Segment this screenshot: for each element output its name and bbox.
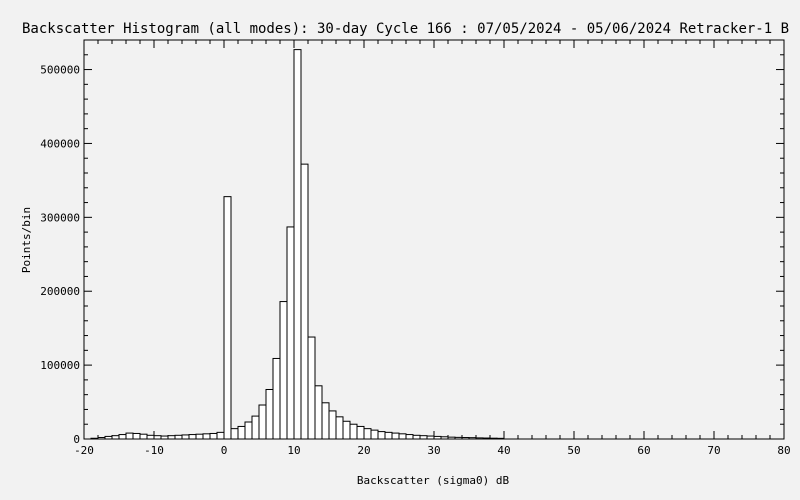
- histogram-bar: [125, 432, 134, 440]
- y-tick-label: 100000: [40, 359, 80, 372]
- histogram-bar: [300, 163, 309, 440]
- histogram-bar: [279, 301, 288, 440]
- bars-group: [90, 49, 505, 440]
- histogram-bar: [398, 433, 407, 440]
- x-tick-label: 80: [777, 444, 790, 457]
- histogram-bar: [258, 404, 267, 440]
- x-tick-label: 40: [497, 444, 510, 457]
- histogram-bar: [153, 435, 162, 440]
- histogram-bar: [118, 434, 127, 440]
- histogram-bar: [202, 433, 211, 440]
- histogram-bar: [433, 435, 442, 440]
- histogram-bar: [216, 431, 225, 440]
- histogram-bar: [272, 357, 281, 440]
- histogram-bar: [181, 434, 190, 440]
- histogram-bar: [146, 434, 155, 440]
- x-tick-label: 30: [427, 444, 440, 457]
- histogram-bar: [132, 432, 141, 440]
- histogram-bar: [335, 416, 344, 440]
- histogram-bar: [167, 435, 176, 440]
- histogram-bar: [97, 437, 106, 440]
- histogram-bar: [139, 433, 148, 440]
- histogram-bar: [468, 437, 477, 440]
- histogram-bar: [251, 415, 260, 440]
- histogram-bar: [160, 435, 169, 440]
- x-axis-label: Backscatter (sigma0) dB: [357, 474, 510, 487]
- histogram-bar: [405, 434, 414, 440]
- x-tick-label: 20: [357, 444, 370, 457]
- histogram-bar: [461, 437, 470, 440]
- histogram-bar: [314, 385, 323, 440]
- histogram-bar: [195, 433, 204, 440]
- x-tick-label: 10: [287, 444, 300, 457]
- y-tick-label: 300000: [40, 211, 80, 224]
- histogram-bar: [496, 437, 505, 440]
- x-tick-label: 60: [637, 444, 650, 457]
- histogram-bar: [209, 432, 218, 440]
- histogram-bar: [391, 432, 400, 440]
- histogram-bar: [363, 428, 372, 440]
- histogram-bar: [370, 429, 379, 440]
- histogram-bar: [384, 431, 393, 440]
- histogram-bar: [454, 436, 463, 440]
- histogram-bar: [412, 434, 421, 440]
- x-tick-label: -20: [74, 444, 94, 457]
- ticks-group: -20 -10 0 10 20 30 40 50 60 70 80 0 100000 200000 3000…: [40, 39, 791, 457]
- histogram-bar: [440, 436, 449, 440]
- x-tick-label: 50: [567, 444, 580, 457]
- histogram-bar: [237, 425, 246, 440]
- histogram-bar: [447, 436, 456, 440]
- plot-frame: [83, 39, 785, 440]
- y-tick-label: 400000: [40, 137, 80, 150]
- x-tick-label: -10: [144, 444, 164, 457]
- y-tick-label: 0: [73, 433, 80, 446]
- histogram-bar: [293, 49, 302, 440]
- histogram-bar: [223, 196, 232, 440]
- x-tick-label: 70: [707, 444, 720, 457]
- histogram-bar: [349, 423, 358, 440]
- histogram-bar: [174, 434, 183, 440]
- histogram-bar: [419, 435, 428, 440]
- histogram-bar: [90, 437, 99, 440]
- histogram-bar: [482, 437, 491, 440]
- histogram-bar: [426, 435, 435, 440]
- x-tick-label: 0: [221, 444, 228, 457]
- histogram-bar: [356, 425, 365, 440]
- histogram-bar: [328, 410, 337, 440]
- histogram-bar: [321, 402, 330, 440]
- histogram-bar: [307, 336, 316, 440]
- y-tick-label: 200000: [40, 285, 80, 298]
- chart-title: Backscatter Histogram (all modes): 30-da…: [22, 21, 789, 37]
- histogram-bar: [342, 420, 351, 440]
- histogram-bar: [188, 434, 197, 440]
- y-tick-label: 500000: [40, 64, 80, 77]
- histogram-bar: [475, 437, 484, 440]
- histogram-bar: [111, 435, 120, 440]
- histogram-bar: [489, 437, 498, 440]
- y-axis-label: Points/bin: [20, 207, 33, 273]
- histogram-bar: [230, 428, 239, 440]
- histogram-bar: [104, 435, 113, 440]
- histogram-bar: [286, 226, 295, 440]
- histogram-bar: [244, 421, 253, 440]
- histogram-bar: [377, 431, 386, 440]
- histogram-bar: [265, 388, 274, 440]
